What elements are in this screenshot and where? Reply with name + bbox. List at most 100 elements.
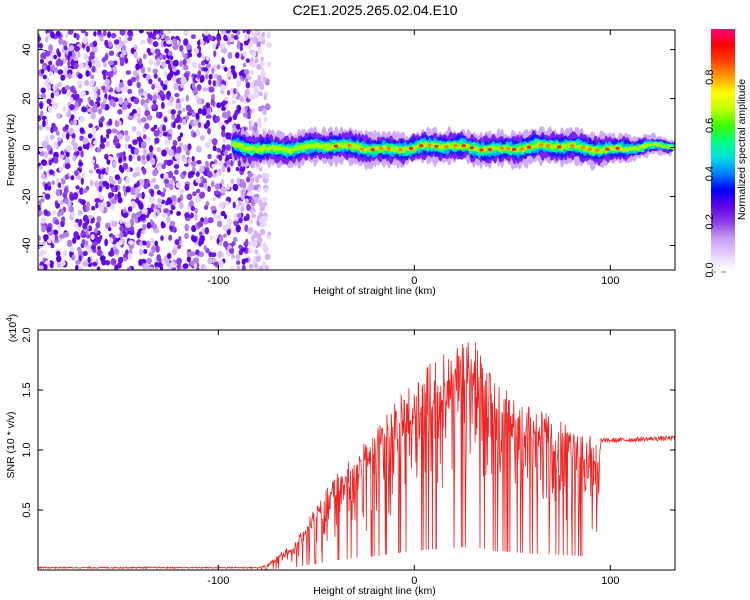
spectrogram-noise-cell	[99, 255, 106, 262]
spectrogram-noise-cell	[81, 238, 86, 246]
spectrogram-noise-cell	[137, 200, 142, 207]
spectrogram-noise-cell	[78, 266, 84, 270]
spectrogram-noise-cell	[49, 260, 54, 266]
spectrogram-noise-cell	[192, 257, 198, 263]
spectrogram-noise-cell	[179, 188, 185, 194]
spectrogram-noise-cell	[226, 110, 231, 118]
spectrogram-noise-cell	[113, 39, 120, 45]
spectrogram-noise-cell	[174, 92, 180, 98]
spectrogram-xtick-label: 100	[601, 275, 619, 287]
spectrogram-noise-cell	[196, 84, 202, 91]
spectrogram-noise-cell	[54, 219, 60, 225]
spectrogram-noise-cell	[84, 64, 90, 71]
spectrogram-noise-cell	[106, 85, 110, 91]
spectrogram-noise-cell	[261, 128, 267, 133]
spectrogram-noise-cell	[150, 189, 155, 197]
spectrogram-noise-cell	[124, 186, 131, 193]
spectrogram-noise-cell	[122, 44, 126, 51]
spectrogram-noise-cell	[263, 187, 268, 193]
spectrogram-noise-cell	[112, 244, 117, 250]
spectrogram-noise-cell	[163, 40, 167, 47]
spectrogram-noise-cell	[152, 177, 156, 183]
spectrogram-noise-cell	[236, 265, 240, 270]
spectrogram-noise-cell	[154, 137, 160, 144]
spectrogram-noise-cell	[184, 212, 190, 219]
spectrogram-noise-cell	[204, 204, 209, 210]
spectrogram-noise-cell	[126, 135, 131, 141]
spectrogram-noise-cell	[119, 39, 123, 48]
spectrogram-noise-cell	[263, 115, 268, 123]
spectrogram-noise-cell	[177, 197, 182, 203]
spectrogram-noise-cell	[211, 163, 216, 169]
spectrogram-noise-cell	[40, 249, 45, 255]
spectrogram-noise-cell	[99, 195, 104, 201]
spectrogram-noise-cell	[101, 57, 106, 63]
spectrogram-noise-cell	[216, 102, 222, 109]
spectrogram-peak-cell	[461, 144, 466, 148]
spectrogram-noise-cell	[235, 224, 241, 233]
spectrogram-noise-cell	[48, 60, 53, 66]
spectrogram-noise-cell	[237, 159, 242, 167]
spectrogram-noise-cell	[184, 232, 189, 240]
spectrogram-noise-cell	[248, 247, 253, 254]
spectrogram-noise-cell	[196, 160, 202, 165]
spectrogram-noise-cell	[73, 119, 78, 126]
spectrogram-noise-cell	[244, 78, 249, 83]
spectrogram-noise-cell	[42, 64, 46, 70]
spectrogram-noise-cell	[91, 65, 96, 73]
spectrogram-noise-cell	[188, 52, 193, 58]
spectrogram-noise-cell	[38, 234, 41, 242]
spectrogram-noise-cell	[236, 260, 241, 265]
spectrogram-noise-cell	[146, 47, 151, 54]
spectrogram-noise-cell	[258, 199, 263, 207]
spectrogram-noise-cell	[240, 192, 245, 200]
spectrogram-ylabel: Frequency (Hz)	[5, 114, 17, 186]
spectrogram-noise-cell	[96, 249, 103, 257]
spectrogram-noise-cell	[216, 147, 222, 153]
spectrogram-noise-cell	[162, 132, 169, 137]
spectrogram-noise-cell	[98, 122, 103, 128]
spectrogram-noise-cell	[46, 226, 52, 232]
spectrogram-noise-cell	[142, 223, 147, 231]
snr-xtick-label: 0	[411, 575, 417, 587]
spectrogram-noise-cell	[244, 198, 249, 205]
spectrogram-peak-cell	[427, 143, 432, 147]
spectrogram-noise-cell	[38, 115, 42, 122]
spectrogram-noise-cell	[169, 261, 176, 268]
spectrogram-noise-cell	[51, 180, 55, 185]
spectrogram-noise-cell	[259, 83, 265, 91]
spectrogram-noise-cell	[139, 241, 143, 247]
spectrogram-noise-cell	[73, 94, 79, 101]
spectrogram-noise-cell	[122, 185, 127, 192]
spectrogram-noise-cell	[236, 80, 242, 88]
spectrogram-noise-cell	[147, 32, 154, 39]
spectrogram-noise-cell	[237, 105, 242, 112]
spectrogram-noise-cell	[85, 70, 90, 77]
spectrogram-noise-cell	[248, 172, 254, 178]
spectrogram-noise-cell	[125, 222, 132, 228]
spectrogram-noise-cell	[56, 262, 62, 268]
spectrogram-noise-cell	[55, 188, 61, 197]
spectrogram-noise-cell	[80, 90, 86, 97]
spectrogram-noise-cell	[210, 205, 217, 211]
spectrogram-noise-cell	[235, 253, 241, 261]
spectrogram-noise-cell	[203, 36, 209, 42]
spectrogram-noise-cell	[118, 258, 123, 264]
spectrogram-noise-cell	[213, 159, 218, 165]
spectrogram-noise-cell	[214, 73, 219, 79]
spectrogram-noise-cell	[58, 38, 64, 45]
spectrogram-noise-cell	[176, 257, 182, 265]
spectrogram-noise-cell	[233, 88, 237, 95]
spectrogram-noise-cell	[57, 211, 61, 217]
spectrogram-noise-cell	[218, 154, 223, 161]
spectrogram-noise-cell	[231, 30, 238, 34]
spectrogram-noise-cell	[142, 53, 147, 60]
spectrogram-noise-cell	[266, 31, 271, 39]
snr-ylabel: SNR (10 * v/v)	[5, 411, 17, 478]
spectrogram-noise-cell	[90, 112, 96, 120]
spectrogram-noise-cell	[152, 223, 157, 230]
spectrogram-noise-cell	[53, 140, 58, 148]
spectrogram-noise-cell	[259, 206, 263, 212]
spectrogram-noise-cell	[60, 74, 66, 81]
spectrogram-noise-cell	[103, 30, 107, 37]
